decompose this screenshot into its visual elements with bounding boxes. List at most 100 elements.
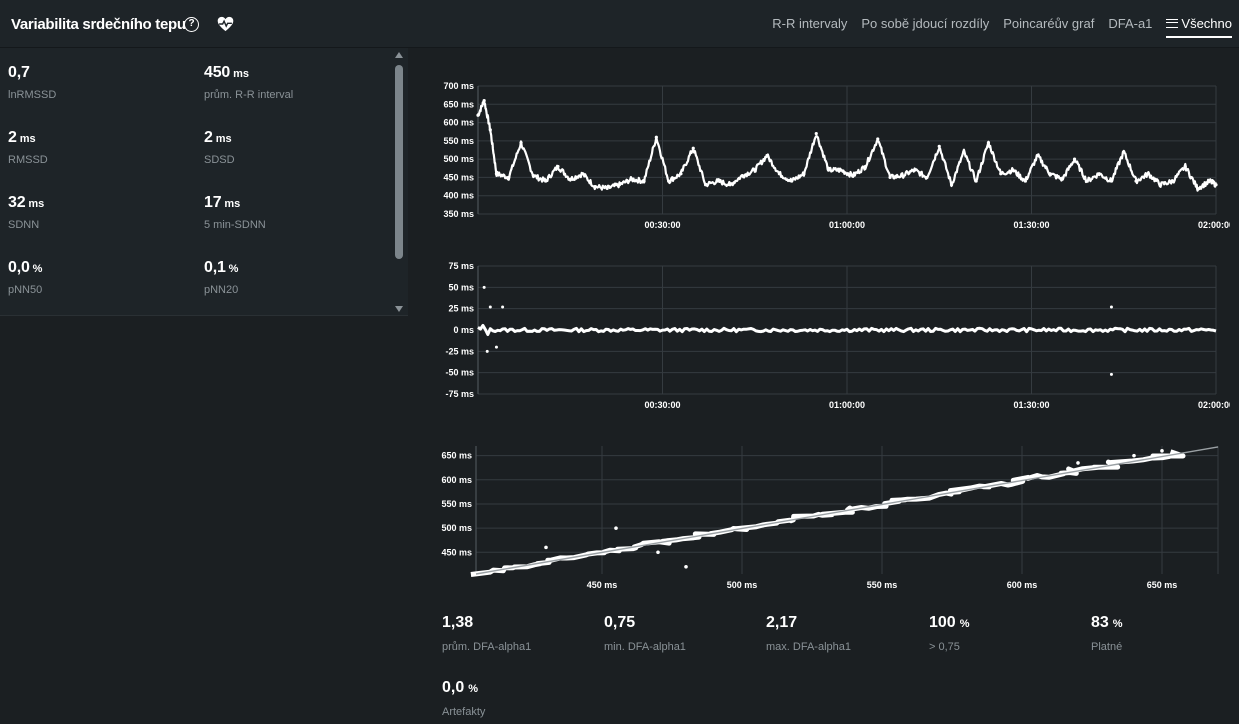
rr-point	[1048, 172, 1052, 176]
rr-point	[1060, 177, 1064, 181]
rr-point	[913, 168, 917, 172]
rr-point	[1195, 186, 1200, 190]
stat-max-dfa: 2,17 max. DFA-alpha1	[766, 614, 851, 653]
tab-poincare[interactable]: Poincaréův graf	[1003, 16, 1095, 31]
poincare-outlier-point	[656, 550, 660, 555]
stat-unit: %	[468, 683, 479, 695]
stat-value: 0,75	[604, 614, 636, 631]
y-tick-label: 450 ms	[441, 547, 472, 557]
rr-point	[974, 179, 978, 183]
stat-value: 0,0	[442, 679, 465, 696]
rr-point	[876, 137, 880, 141]
rr-point	[802, 172, 806, 176]
rr-point	[986, 141, 991, 145]
rr-point	[654, 135, 658, 139]
rr-point	[630, 177, 634, 181]
metric-5min-sdnn: 17 ms 5 min-SDNN	[204, 194, 266, 231]
rr-interval-chart: 700 ms 650 ms 600 ms 550 ms 500 ms 450 ms 400 …	[432, 76, 1230, 236]
rr-point	[962, 150, 966, 154]
y-tick-label: 500 ms	[443, 154, 474, 164]
rr-point	[476, 113, 480, 117]
rr-point	[1023, 179, 1027, 183]
menu-icon	[1166, 19, 1179, 28]
stat-label: prům. DFA-alpha1	[442, 641, 532, 653]
x-tick-label: 02:00:00	[1198, 220, 1230, 230]
tab-all[interactable]: Všechno	[1166, 16, 1232, 38]
metric-label: 5 min-SDNN	[204, 219, 266, 231]
rr-point	[851, 174, 855, 178]
rr-point	[1036, 153, 1040, 158]
rr-point	[494, 172, 499, 176]
scroll-thumb[interactable]	[395, 65, 403, 259]
heart-pulse-icon[interactable]	[217, 16, 234, 32]
successive-diff-chart: 75 ms 50 ms 25 ms 0 ms -25 ms -50 ms -75 ms 00:…	[432, 256, 1230, 416]
y-tick-label: -50 ms	[445, 368, 474, 378]
metric-unit: %	[32, 263, 43, 275]
metric-rmssd: 2 ms RMSSD	[8, 129, 48, 166]
metrics-panel: 0,7 lnRMSSD 450 ms prům. R-R interval 2 ms…	[0, 48, 408, 316]
stat-artifacts: 0,0% Artefakty	[442, 679, 485, 718]
rr-point	[814, 131, 818, 136]
metric-mean-rr: 450 ms prům. R-R interval	[204, 64, 293, 101]
rr-point	[839, 168, 843, 172]
tab-dfa-a1[interactable]: DFA-a1	[1108, 16, 1153, 31]
rr-point	[568, 177, 572, 181]
poincare-chart: 650 ms 600 ms 550 ms 500 ms 450 ms 450 ms 500 …	[432, 440, 1230, 592]
poincare-identity-line	[475, 446, 1219, 575]
stat-value: 1,38	[442, 614, 474, 631]
metric-value: 32	[8, 194, 26, 211]
rr-point	[777, 172, 781, 176]
rr-point	[1183, 164, 1187, 169]
metrics-scrollbar[interactable]	[392, 48, 406, 316]
poincare-outlier-point	[1132, 453, 1136, 458]
page-title: Variabilita srdečního tepu	[11, 16, 186, 33]
rr-point	[1122, 150, 1126, 154]
rr-point	[1085, 179, 1089, 183]
rr-point	[556, 164, 560, 169]
tab-all-label: Všechno	[1181, 16, 1232, 31]
tab-successive-differences[interactable]: Po sobě jdoucí rozdíly	[861, 16, 990, 31]
metric-value: 17	[204, 194, 222, 211]
metric-label: SDNN	[8, 219, 40, 231]
metric-value: 450	[204, 64, 231, 81]
x-tick-label: 550 ms	[867, 580, 898, 590]
y-tick-label: 500 ms	[441, 523, 472, 533]
y-tick-label: 600 ms	[441, 475, 472, 485]
stat-label: max. DFA-alpha1	[766, 641, 851, 653]
rr-point	[667, 179, 671, 183]
metric-value: 0,1	[204, 259, 226, 276]
y-tick-label: 400 ms	[443, 191, 474, 201]
rr-point	[1072, 157, 1077, 161]
question-circle-icon[interactable]: ?	[184, 17, 199, 32]
rr-point	[1214, 183, 1218, 187]
metric-unit: ms	[215, 133, 232, 145]
rr-point	[740, 174, 745, 178]
stat-label: Platné	[1091, 641, 1123, 653]
scroll-up-arrow-icon[interactable]	[395, 52, 403, 58]
stat-mean-dfa: 1,38 prům. DFA-alpha1	[442, 614, 531, 653]
rr-point	[1097, 172, 1101, 176]
y-tick-label: 75 ms	[448, 261, 474, 271]
rr-point	[531, 174, 535, 178]
rr-point	[937, 144, 941, 148]
x-tick-label: 01:00:00	[829, 220, 865, 230]
poincare-outlier-point	[544, 545, 548, 550]
y-tick-label: 650 ms	[441, 451, 472, 461]
metric-unit: %	[228, 263, 239, 275]
metric-value: 2	[204, 129, 213, 146]
rr-point	[900, 174, 904, 178]
rr-point	[642, 179, 646, 183]
rr-point	[1146, 172, 1150, 176]
x-tick-label: 00:30:00	[644, 220, 680, 230]
x-tick-label: 01:30:00	[1013, 400, 1049, 410]
stat-label: Artefakty	[442, 706, 486, 718]
x-tick-label: 01:00:00	[829, 400, 865, 410]
scroll-down-arrow-icon[interactable]	[395, 306, 403, 312]
tab-rr-intervals[interactable]: R-R intervaly	[772, 16, 848, 31]
rr-point	[580, 172, 585, 176]
rr-point	[703, 183, 708, 187]
rr-point	[863, 164, 868, 169]
rr-point	[605, 186, 609, 190]
metric-label: prům. R-R interval	[204, 89, 294, 101]
rr-point	[728, 183, 732, 187]
